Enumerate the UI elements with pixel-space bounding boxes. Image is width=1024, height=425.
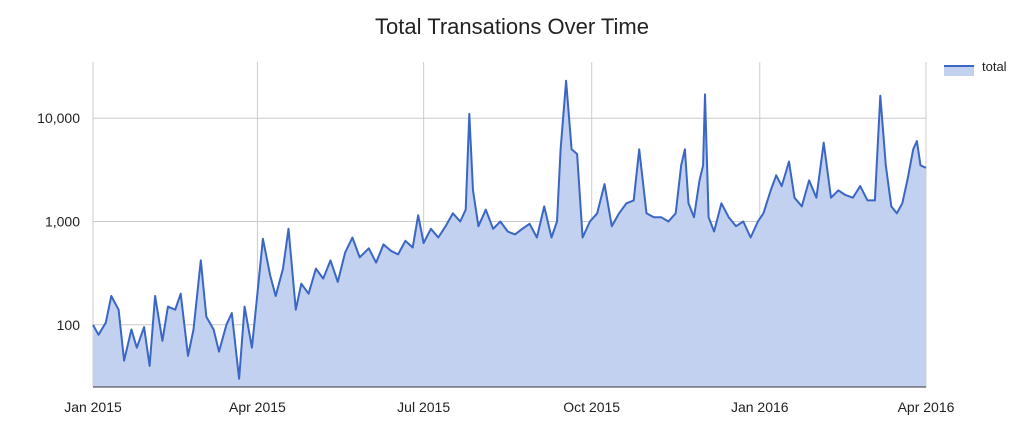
series-area-total: [93, 80, 926, 388]
x-tick-label: Oct 2015: [563, 399, 620, 415]
legend-label[interactable]: total: [982, 59, 1007, 74]
legend-swatch-fill: [944, 66, 974, 76]
y-tick-label: 1,000: [45, 214, 80, 230]
line-layer: [92, 79, 927, 380]
y-tick-label: 10,000: [37, 110, 80, 126]
chart-title: Total Transations Over Time: [375, 14, 649, 39]
series-line-total: [92, 79, 927, 380]
legend[interactable]: total: [944, 59, 1007, 76]
x-tick-label: Jan 2016: [731, 399, 789, 415]
y-tick-label: 100: [57, 317, 81, 333]
x-tick-label: Jul 2015: [397, 399, 450, 415]
x-tick-label: Apr 2016: [898, 399, 955, 415]
axes: Jan 2015 Apr 2015 Jul 2015 Oct 2015 Jan 2016…: [37, 110, 954, 415]
x-tick-label: Apr 2015: [229, 399, 286, 415]
area-layer: [93, 80, 926, 388]
x-tick-label: Jan 2015: [64, 399, 122, 415]
